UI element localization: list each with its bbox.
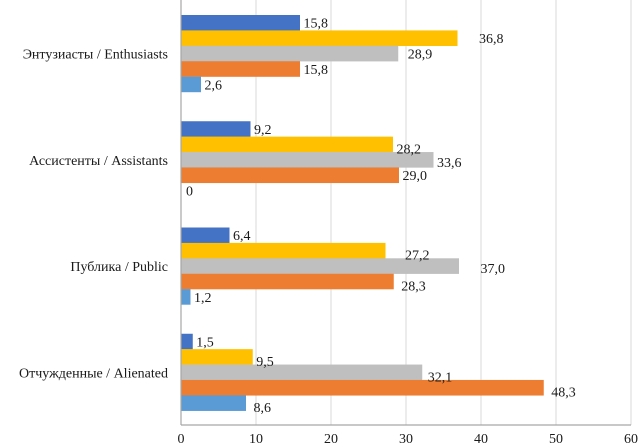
data-label: 15,8 [304, 17, 329, 32]
bar [181, 227, 230, 244]
bar [181, 258, 459, 274]
bar [181, 395, 246, 411]
x-tick-label: 20 [324, 432, 338, 447]
data-label: 27,2 [405, 249, 430, 264]
bar [181, 121, 251, 137]
x-tick-label: 0 [178, 432, 185, 447]
x-tick-labels: 0 10 20 30 40 50 60 [178, 432, 639, 447]
gridlines [255, 0, 632, 425]
data-label: 1,5 [196, 335, 214, 350]
data-label: 36,8 [479, 32, 504, 47]
bar [181, 273, 394, 290]
data-label: 6,4 [233, 229, 251, 244]
data-label: 9,2 [254, 123, 272, 138]
bars [181, 15, 544, 411]
data-label: 15,8 [304, 63, 329, 78]
bar [181, 167, 399, 184]
bar [181, 30, 458, 46]
x-tick-label: 40 [474, 432, 488, 447]
x-tick-label: 50 [549, 432, 563, 447]
category-labels: Энтузиасты / Enthusiasts Ассистенты / Ass… [19, 48, 168, 382]
x-tick-label: 30 [399, 432, 413, 447]
data-label: 28,3 [401, 279, 426, 294]
bar [181, 136, 393, 153]
data-label: 0 [186, 185, 193, 200]
bar [181, 333, 193, 350]
data-label: 9,5 [256, 355, 274, 370]
category-label: Энтузиасты / Enthusiasts [23, 48, 168, 63]
data-label: 29,0 [403, 169, 428, 184]
data-label: 48,3 [551, 386, 576, 401]
x-tick-label: 60 [624, 432, 638, 447]
bar [181, 76, 201, 93]
data-label: 28,2 [397, 142, 422, 157]
data-labels: 15,8 36,8 28,9 15,8 2,6 9,2 28,2 33,6 29,0 0 6,4 27… [186, 17, 576, 416]
data-label: 33,6 [437, 156, 462, 171]
x-tick-label: 10 [249, 432, 263, 447]
category-label: Отчужденные / Alienated [19, 366, 168, 381]
bar [181, 379, 544, 396]
bar [181, 15, 300, 31]
data-label: 8,6 [254, 401, 272, 416]
bar [181, 349, 253, 365]
bar [181, 364, 423, 381]
category-label: Публика / Public [70, 260, 168, 275]
bar [181, 45, 399, 62]
data-label: 1,2 [194, 291, 212, 306]
bar [181, 289, 191, 305]
category-label: Ассистенты / Assistants [29, 154, 168, 169]
data-label: 32,1 [428, 370, 453, 385]
bar [181, 152, 434, 168]
bar [181, 61, 300, 77]
data-label: 28,9 [408, 48, 433, 63]
bar [181, 242, 386, 259]
data-label: 37,0 [481, 262, 506, 277]
data-label: 2,6 [205, 78, 223, 93]
